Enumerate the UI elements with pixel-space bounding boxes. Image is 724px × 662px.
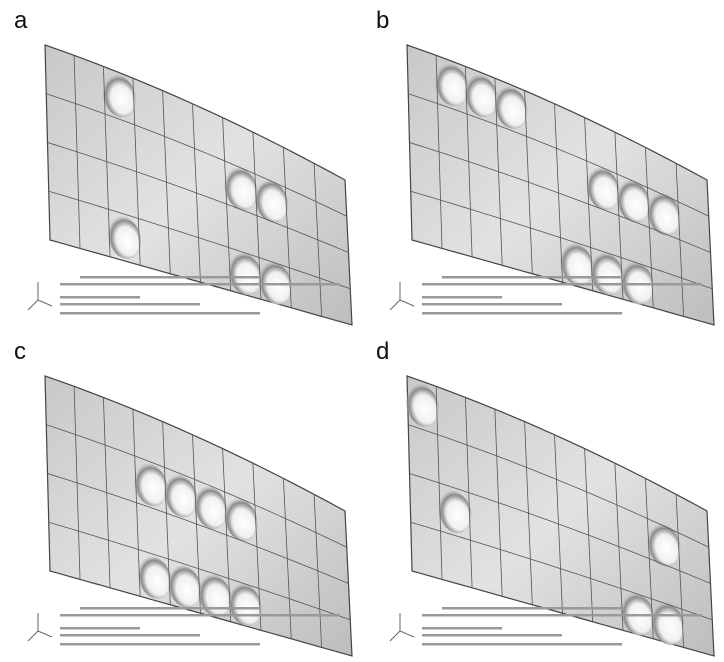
panel-label: a (14, 7, 28, 34)
axis-triad (28, 282, 52, 310)
panels: a b c d (14, 7, 714, 656)
axis-triad (28, 613, 52, 641)
caption-line (60, 303, 200, 306)
caption-line (422, 303, 562, 306)
axis-triad (390, 613, 414, 641)
caption-line (80, 607, 260, 610)
caption-line (60, 634, 200, 637)
panel: d (376, 338, 714, 656)
caption-line (422, 312, 622, 315)
caption-line (422, 643, 622, 646)
caption-line (422, 634, 562, 637)
caption-line (60, 296, 140, 299)
caption-line (60, 283, 340, 286)
caption-line (60, 627, 140, 630)
figure: a b c d (0, 0, 724, 662)
caption-line (60, 643, 260, 646)
caption-line (422, 296, 502, 299)
caption-line (442, 607, 622, 610)
axis-triad (390, 282, 414, 310)
caption-line (80, 276, 260, 279)
panel-label: d (376, 338, 389, 365)
panel: b (376, 7, 714, 325)
caption-line (442, 276, 622, 279)
caption-line (60, 312, 260, 315)
caption-line (60, 614, 340, 617)
panel-label: c (14, 338, 26, 365)
caption-line (422, 283, 702, 286)
panel: a (14, 7, 352, 325)
panel-label: b (376, 7, 389, 34)
panel: c (14, 338, 352, 656)
caption-line (422, 614, 702, 617)
caption-line (422, 627, 502, 630)
